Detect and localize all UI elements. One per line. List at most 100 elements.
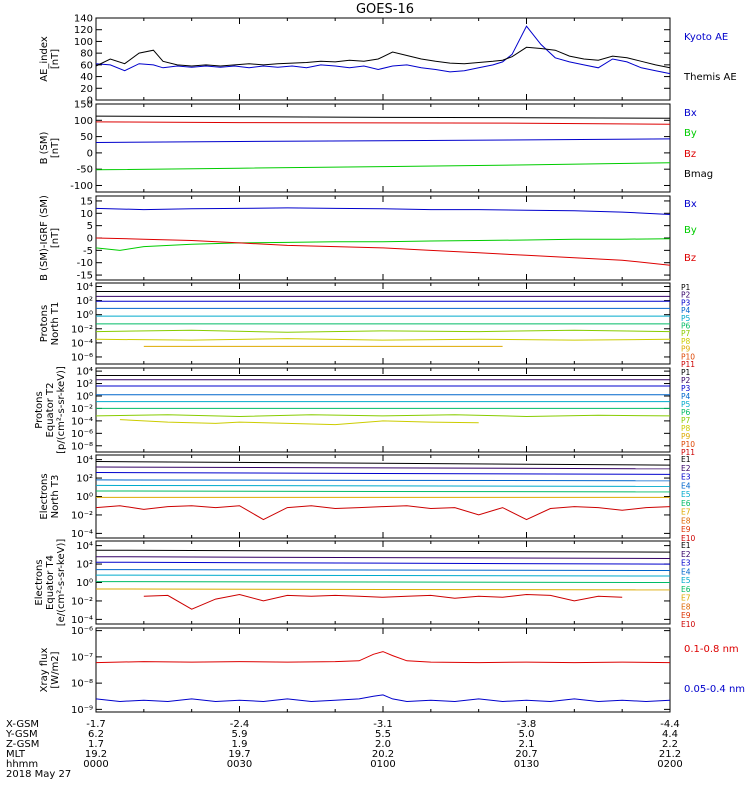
footer-row-label: hhmm <box>6 759 38 770</box>
legend-entry: Bmag <box>684 169 713 180</box>
footer-value: 1.7 <box>88 739 104 750</box>
y-tick-label: 15 <box>80 196 93 207</box>
panel-1: -100 -50 0 50 100 150 B (SM) [nT] Bx By Bz Bmag <box>39 100 713 193</box>
y-axis-label: B (SM) <box>39 131 50 164</box>
footer-value: 5.9 <box>232 729 248 740</box>
y-tick-label: 20 <box>80 84 93 95</box>
channel-label: P7 <box>681 329 691 338</box>
series-line-e7 <box>95 588 671 591</box>
footer-value: 19.7 <box>228 749 250 760</box>
y-tick-label: -10 <box>77 258 93 269</box>
footer-value: 6.2 <box>88 729 104 740</box>
footer-value: 1.9 <box>232 739 248 750</box>
footer-value: -4.4 <box>660 719 680 730</box>
y-tick-label: 10² <box>76 560 93 571</box>
channel-label: E7 <box>681 508 691 517</box>
channel-label: P10 <box>681 352 695 361</box>
y-tick-label: 10⁻⁸ <box>71 441 93 452</box>
y-tick-label: 10⁴ <box>76 455 93 466</box>
footer-value: 0000 <box>83 759 108 770</box>
footer-value: -3.1 <box>373 719 393 730</box>
channel-label: P11 <box>681 360 695 369</box>
y-axis-label: Xray flux <box>39 648 50 693</box>
series-line-0-1-0-8-nm <box>95 651 671 664</box>
y-tick-label: 10⁻⁴ <box>71 338 93 349</box>
series-line-p8 <box>119 419 479 426</box>
channel-label: E3 <box>681 559 691 568</box>
channel-label: E2 <box>681 464 691 473</box>
y-tick-label: 10² <box>76 379 93 390</box>
series-line-p8 <box>95 338 671 341</box>
y-tick-label: 10⁻⁶ <box>71 352 93 363</box>
y-axis-label: North T1 <box>50 302 61 346</box>
y-axis-label: Protons <box>39 305 50 342</box>
footer-ephemeris: X-GSM -1.7 -2.4 -3.1 -3.8 -4.4 Y-GSM 6.2 5.9 5.5 5… <box>5 719 683 780</box>
channel-label: P7 <box>681 416 691 425</box>
footer-row-label: MLT <box>6 749 26 760</box>
legend-entry: Kyoto AE <box>684 32 728 43</box>
y-tick-label: 100 <box>74 37 93 48</box>
series-line-e2 <box>95 556 671 559</box>
footer-value: 5.0 <box>519 729 535 740</box>
channel-label: E8 <box>681 602 691 611</box>
footer-value: -1.7 <box>86 719 106 730</box>
series-line-by <box>95 162 671 171</box>
y-tick-label: -50 <box>77 165 93 176</box>
channel-label: P9 <box>681 432 691 441</box>
series-line-e6 <box>95 490 671 493</box>
series-line-e1 <box>95 549 671 553</box>
y-tick-label: 120 <box>74 25 93 36</box>
y-tick-label: 10⁴ <box>76 541 93 552</box>
footer-value: 0200 <box>657 759 682 770</box>
y-tick-label: -5 <box>83 246 93 257</box>
series-line-e5 <box>95 484 671 487</box>
y-axis-label: North T3 <box>50 475 61 519</box>
channel-label: P2 <box>681 291 691 300</box>
legend-entry: Bz <box>684 253 696 264</box>
y-axis-label: [W/m2] <box>50 651 61 688</box>
series-line-e2 <box>95 466 671 470</box>
y-axis-label: [nT] <box>50 228 61 248</box>
footer-value: -3.8 <box>517 719 537 730</box>
plot-title: GOES-16 <box>356 2 414 17</box>
y-tick-label: 10⁻⁹ <box>71 705 93 716</box>
y-tick-label: 10⁰ <box>76 392 93 403</box>
legend-entry: Bz <box>684 149 696 160</box>
panel-frame <box>95 627 671 713</box>
series-line-e3 <box>95 472 671 475</box>
y-tick-label: 10⁻² <box>71 596 93 607</box>
y-tick-label: 10⁻⁴ <box>71 615 93 626</box>
y-tick-label: 10⁻⁴ <box>71 529 93 540</box>
footer-value: 2.2 <box>662 739 678 750</box>
y-tick-label: 60 <box>80 60 93 71</box>
panel-6: 10⁴ 10² 10⁰ 10⁻² 10⁻⁴ Electrons Equator T4 [e/(… <box>34 539 696 629</box>
channel-label: P4 <box>681 306 691 315</box>
footer-value: 0100 <box>370 759 395 770</box>
channel-label: P5 <box>681 314 691 323</box>
channel-label: P8 <box>681 337 691 346</box>
series-line-e1 <box>95 461 671 466</box>
series-line-p7 <box>95 329 671 333</box>
channel-label: E2 <box>681 550 691 559</box>
channel-label: P11 <box>681 448 695 457</box>
legend-entry: Bx <box>684 199 697 210</box>
footer-value: 20.7 <box>515 749 537 760</box>
series-line-bx <box>95 138 671 143</box>
footer-value: -2.4 <box>230 719 250 730</box>
channel-label: P3 <box>681 298 691 307</box>
footer-value: 21.2 <box>659 749 681 760</box>
y-tick-label: 0 <box>87 148 93 159</box>
y-axis-label: Electrons <box>34 559 45 605</box>
footer-value: 19.2 <box>85 749 107 760</box>
legend-entry: By <box>684 225 697 236</box>
y-tick-label: 140 <box>74 14 93 25</box>
series-line-bx <box>95 207 671 215</box>
y-tick-label: 150 <box>74 100 93 111</box>
y-tick-label: 10⁻⁴ <box>71 416 93 427</box>
y-tick-label: 10² <box>76 474 93 485</box>
y-tick-label: 5 <box>87 221 93 232</box>
footer-row-label: X-GSM <box>6 719 39 730</box>
panel-5: 10⁴ 10² 10⁰ 10⁻² 10⁻⁴ Electrons North T3 E1E2E3… <box>39 454 696 543</box>
